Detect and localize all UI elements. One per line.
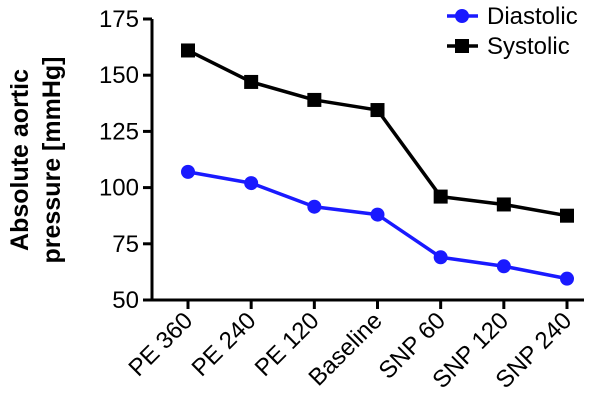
data-point xyxy=(307,92,322,107)
y-axis-title: Absolute aortic pressure [mmHg] xyxy=(6,57,66,264)
y-axis-ticks: 50 75 100 125 150 175 xyxy=(99,6,152,314)
legend-marker xyxy=(455,39,469,53)
legend-item-diastolic: Diastolic xyxy=(447,3,578,30)
legend: Diastolic Systolic xyxy=(447,3,578,60)
data-point xyxy=(496,197,511,212)
data-point xyxy=(370,103,385,118)
x-tick-label: PE 240 xyxy=(187,307,262,382)
data-point xyxy=(433,189,448,204)
series-line xyxy=(187,170,568,281)
axes xyxy=(150,19,584,302)
legend-label: Diastolic xyxy=(487,3,578,30)
y-tick-label: 100 xyxy=(99,175,139,202)
y-tick-label: 50 xyxy=(112,287,139,314)
data-point xyxy=(307,199,322,214)
series-systolic xyxy=(181,43,574,223)
y-tick-label: 175 xyxy=(99,6,139,33)
data-point xyxy=(560,208,574,223)
data-point xyxy=(244,176,259,191)
data-point xyxy=(244,74,259,89)
data-point xyxy=(496,259,511,274)
legend-label: Systolic xyxy=(487,33,570,60)
y-tick-label: 75 xyxy=(112,231,139,258)
y-axis-title-line: pressure [mmHg] xyxy=(38,57,66,264)
x-tick-label: PE 360 xyxy=(123,307,198,382)
y-tick-label: 150 xyxy=(99,62,139,89)
data-point xyxy=(560,271,574,286)
y-tick-label: 125 xyxy=(99,118,139,145)
data-point xyxy=(433,250,448,265)
data-point xyxy=(181,164,195,179)
data-point xyxy=(181,43,195,58)
legend-item-systolic: Systolic xyxy=(447,33,570,60)
series-diastolic xyxy=(181,164,574,286)
y-axis-title-line: Absolute aortic xyxy=(6,69,34,251)
series-layer xyxy=(181,43,574,286)
data-point xyxy=(370,207,385,222)
legend-marker xyxy=(455,9,469,23)
